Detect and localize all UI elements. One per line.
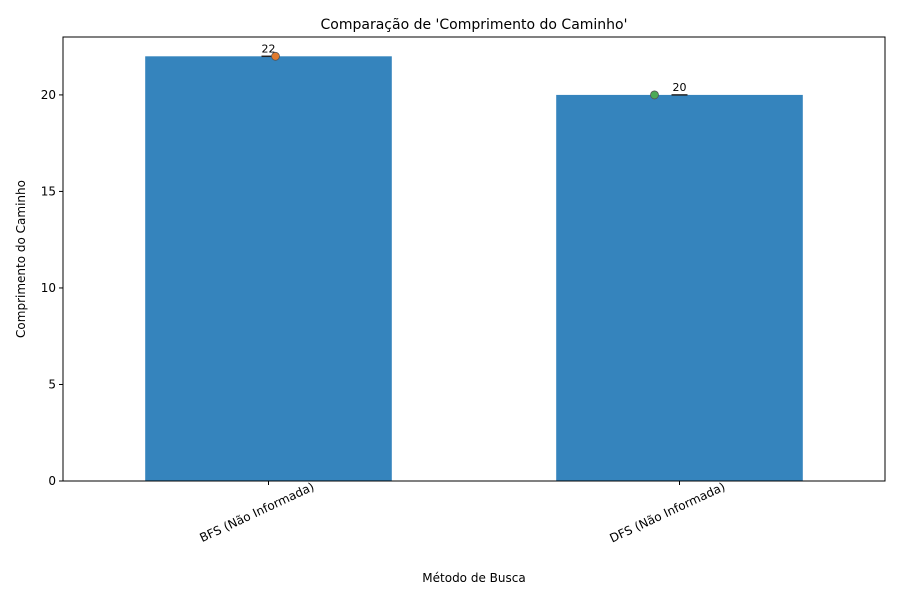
plot-frame xyxy=(62,36,886,482)
y-tick-label: 10 xyxy=(41,281,56,295)
y-axis-label: Comprimento do Caminho xyxy=(14,180,28,338)
x-tick-label: DFS (Não Informada) xyxy=(608,480,728,546)
y-tick-label: 0 xyxy=(48,474,56,488)
y-tick-label: 5 xyxy=(48,377,56,391)
x-axis-ticks: BFS (Não Informada) DFS (Não Informada) xyxy=(197,480,727,546)
y-axis-ticks: 0 5 10 15 20 xyxy=(41,88,63,488)
markers-group: 22 20 xyxy=(261,42,688,100)
data-label-1: 22 xyxy=(262,42,276,55)
x-axis-label: Método de Busca xyxy=(422,571,525,585)
y-tick-label: 15 xyxy=(41,184,56,198)
bars-group xyxy=(145,56,803,482)
y-tick-label: 20 xyxy=(41,88,56,102)
bar-1 xyxy=(145,56,392,481)
data-label-2: 20 xyxy=(673,81,687,94)
data-point-1 xyxy=(271,51,280,61)
bar-2 xyxy=(556,94,803,482)
chart-title: Comparação de 'Comprimento do Caminho' xyxy=(321,17,628,33)
data-point-2 xyxy=(650,90,659,100)
x-tick-label: BFS (Não Informada) xyxy=(197,480,316,545)
